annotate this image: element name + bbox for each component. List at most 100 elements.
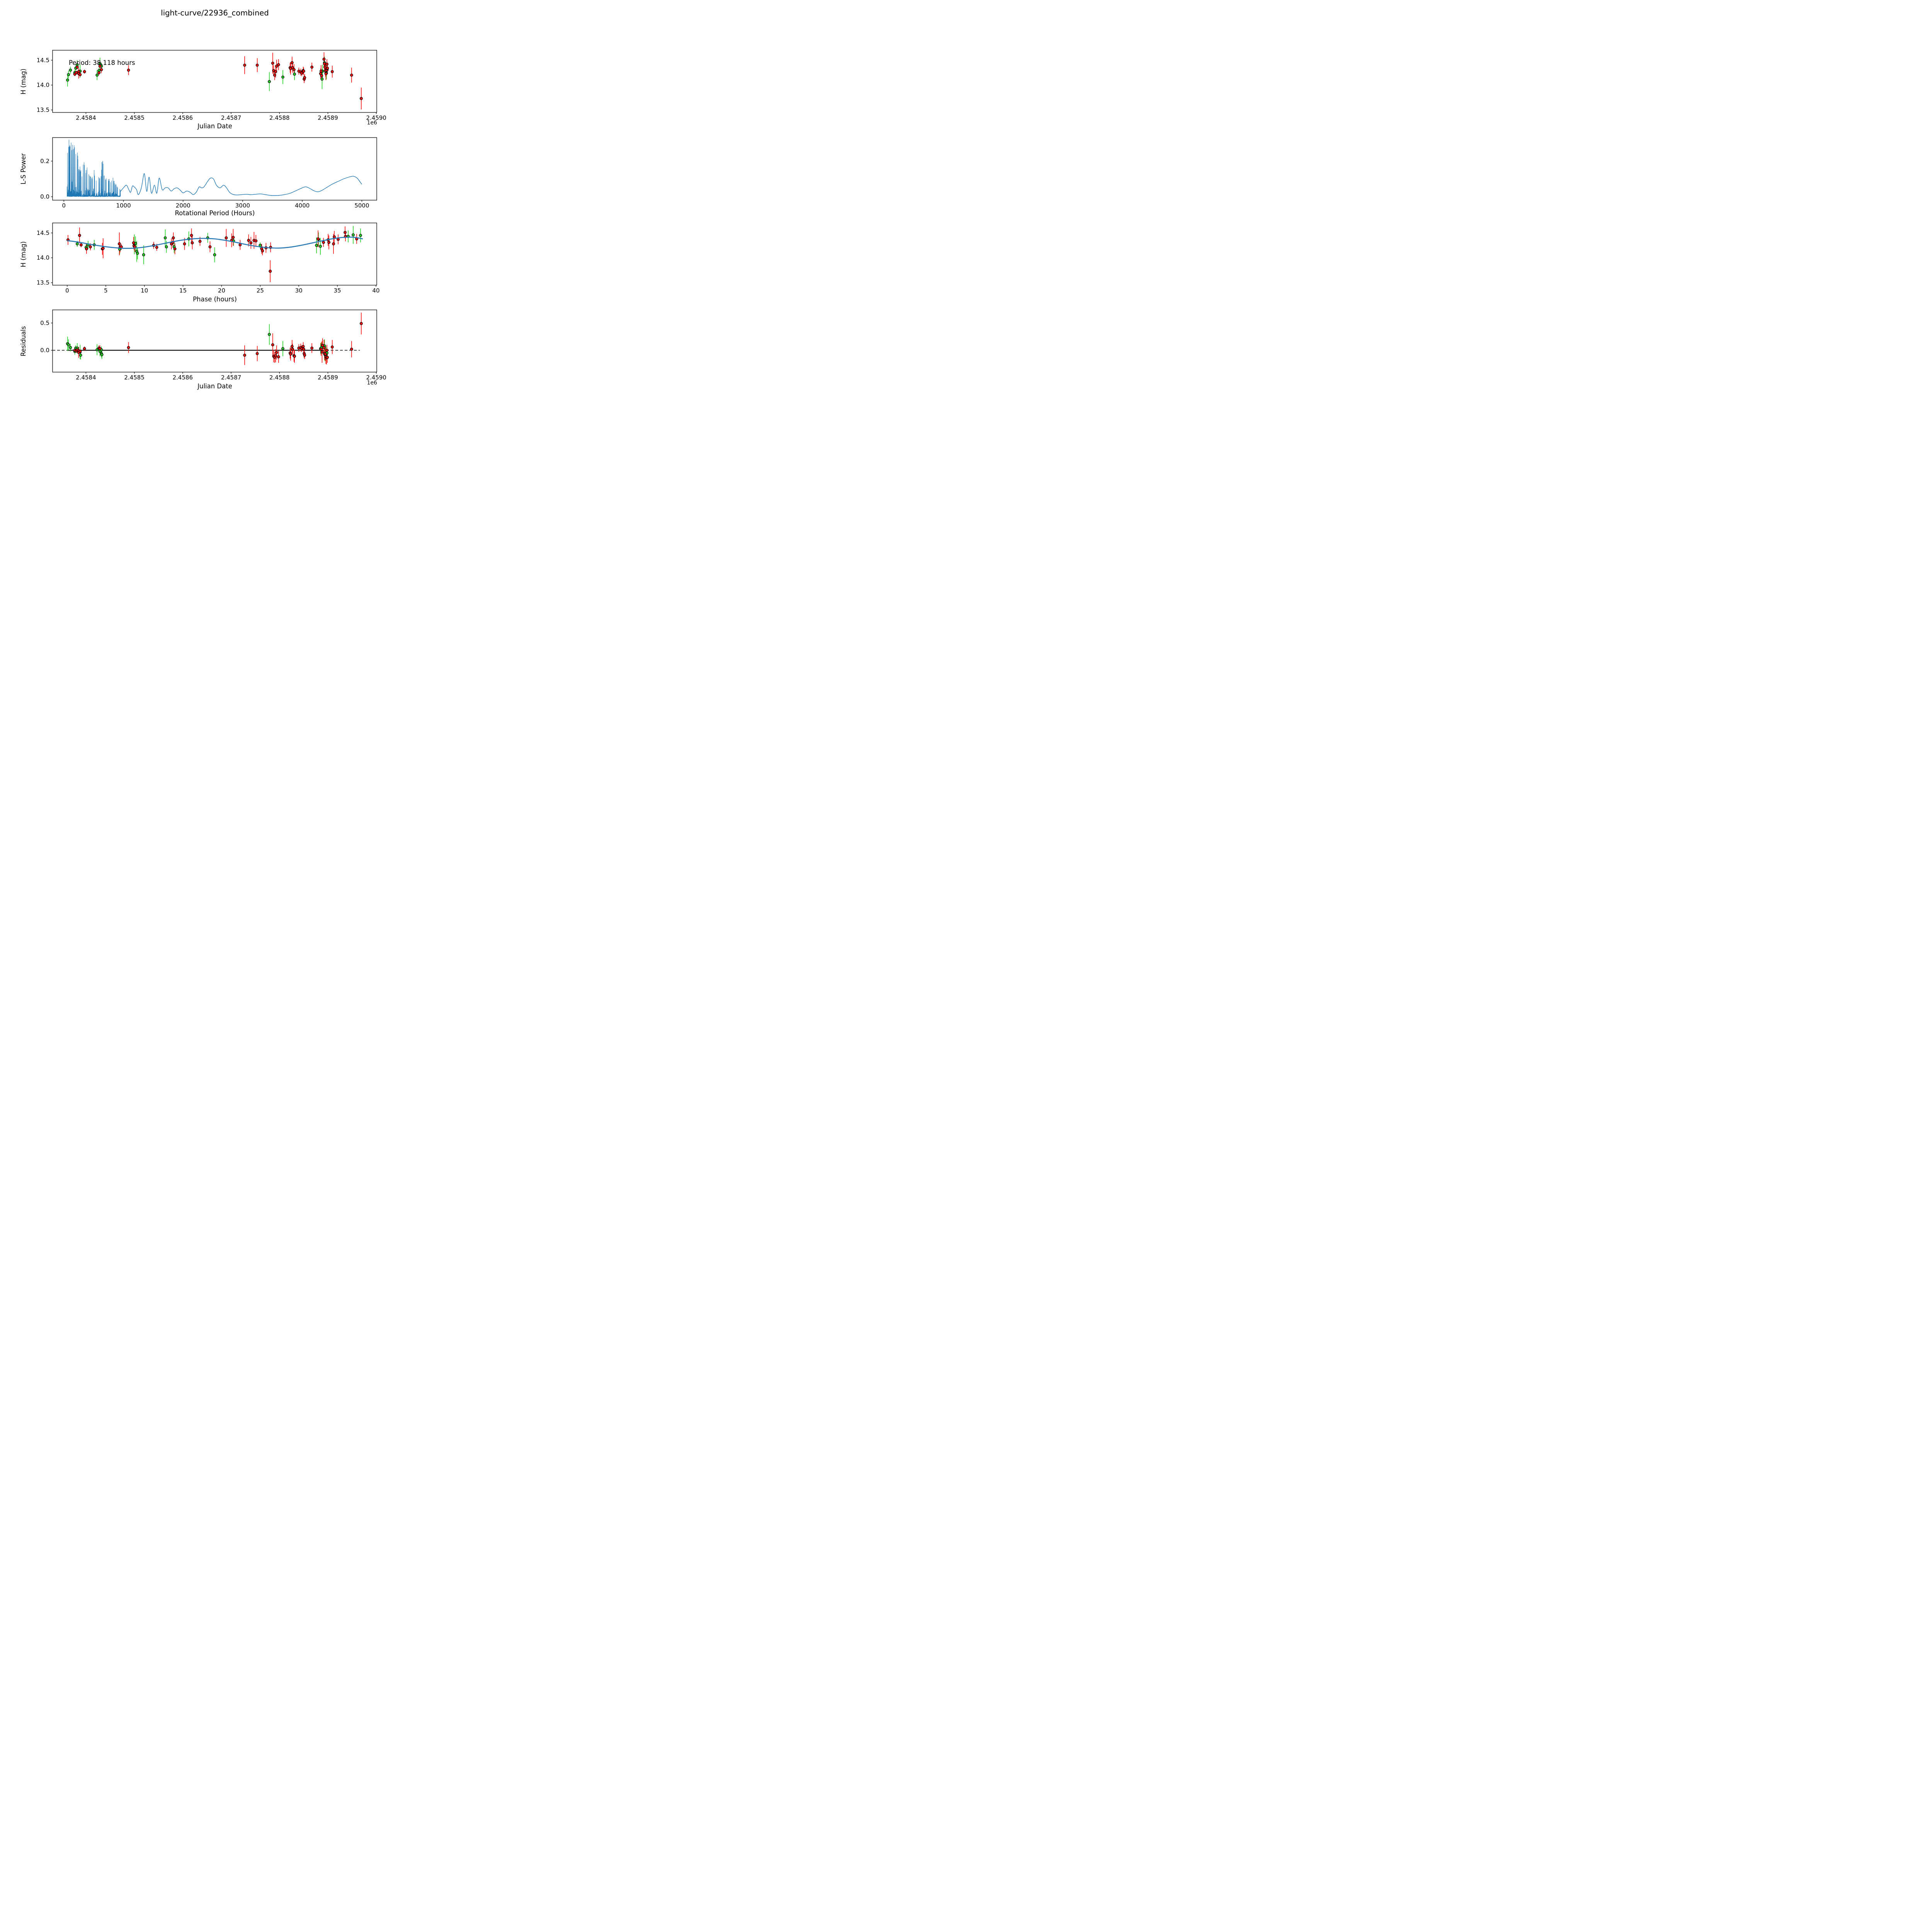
data-point-marker [350, 347, 353, 351]
data-point-marker [344, 231, 347, 234]
data-point-marker [291, 347, 294, 351]
ylabel-h-mag-top: H (mag) [20, 68, 27, 94]
data-point-marker [315, 244, 318, 247]
data-point-marker [320, 70, 323, 73]
data-point-marker [136, 252, 139, 255]
data-point-marker [359, 234, 362, 237]
data-point-marker [190, 241, 194, 245]
data-point-marker [323, 62, 326, 65]
data-point-marker [274, 70, 277, 73]
data-point-marker [310, 65, 314, 69]
data-point-marker [291, 66, 294, 69]
data-point-marker [78, 73, 82, 77]
y-tick-label: 0.0 [40, 193, 49, 200]
data-point-marker [224, 236, 228, 240]
x-tick-label: 0 [62, 202, 66, 209]
offset-1e6-top: 1e6 [367, 120, 378, 126]
data-point-marker [332, 242, 335, 245]
data-point-marker [213, 253, 216, 257]
x-tick-label: 2.4590 [366, 114, 386, 121]
data-point-marker [319, 245, 322, 248]
data-point-marker [300, 71, 303, 75]
data-point-marker [127, 68, 130, 72]
data-point-marker [324, 352, 327, 356]
data-point-marker [97, 71, 101, 74]
data-point-marker [271, 61, 274, 65]
data-point-marker [271, 343, 274, 347]
subplot-periodogram: 0 1000 2000 3000 4000 5000 0.0 0.2 [40, 137, 377, 209]
data-point-marker [117, 242, 121, 245]
x-tick-label: 2.4589 [318, 114, 338, 121]
data-points [66, 313, 363, 365]
data-point-marker [323, 65, 327, 69]
x-tick-label: 30 [295, 287, 303, 294]
data-point-marker [172, 236, 175, 240]
data-points [66, 52, 363, 110]
data-point-marker [302, 70, 305, 73]
data-point-marker [325, 349, 328, 352]
data-point-marker [360, 322, 363, 325]
data-point-marker [83, 347, 86, 350]
data-point-marker [98, 65, 102, 68]
data-point-marker [88, 245, 92, 248]
data-point-marker [289, 352, 293, 356]
x-tick-label: 2.4584 [76, 114, 96, 121]
data-point-marker [247, 239, 250, 242]
x-tick-label: 4000 [295, 202, 310, 209]
data-point-marker [322, 346, 326, 349]
data-point-marker [67, 343, 70, 347]
figure-title: light-curve/22936_combined [161, 9, 269, 17]
x-tick-label: 2.4586 [173, 374, 193, 381]
data-point-marker [268, 80, 271, 83]
x-tick-label: 2.4587 [221, 114, 242, 121]
x-tick-label: 40 [372, 287, 379, 294]
data-point-marker [327, 241, 331, 244]
data-point-marker [190, 234, 193, 237]
data-point-marker [290, 345, 294, 348]
data-point-marker [269, 270, 272, 273]
data-point-marker [274, 354, 277, 357]
data-point-marker [281, 347, 284, 350]
data-point-marker [333, 235, 336, 238]
data-point-marker [83, 70, 86, 73]
data-point-marker [98, 347, 102, 350]
period-annotation: Period: 38.118 hours [69, 59, 135, 66]
ylabel-ls-power: L-S Power [20, 153, 27, 185]
data-point-marker [320, 77, 324, 81]
data-point-marker [67, 73, 70, 77]
data-point-marker [249, 241, 253, 245]
data-point-marker [273, 73, 276, 77]
x-tick-label: 2.4587 [221, 374, 242, 381]
data-point-marker [173, 247, 177, 250]
data-point-marker [101, 247, 105, 250]
xlabel-rotational-period: Rotational Period (Hours) [175, 209, 255, 217]
xlabel-phase-hours: Phase (hours) [193, 296, 237, 303]
x-tick-label: 2.4589 [318, 374, 338, 381]
data-point-marker [292, 68, 296, 71]
data-point-marker [155, 246, 158, 249]
data-point-marker [69, 346, 72, 349]
y-tick-label: 14.5 [37, 230, 49, 236]
data-point-marker [275, 351, 278, 354]
data-point-marker [301, 345, 305, 348]
data-point-marker [165, 245, 168, 248]
ylabel-residuals: Residuals [20, 326, 27, 356]
data-point-marker [268, 333, 271, 336]
data-point-marker [231, 236, 235, 239]
data-point-marker [183, 242, 186, 245]
data-point-marker [254, 239, 258, 243]
x-tick-label: 25 [257, 287, 264, 294]
data-point-marker [100, 353, 104, 356]
data-point-marker [326, 66, 329, 70]
data-point-marker [75, 65, 79, 69]
x-tick-label: 1000 [116, 202, 131, 209]
data-point-marker [198, 240, 202, 243]
data-point-marker [127, 346, 130, 349]
data-point-marker [352, 233, 355, 236]
data-point-marker [275, 65, 278, 68]
data-point-marker [69, 68, 72, 72]
x-tick-label: 5000 [354, 202, 369, 209]
data-point-marker [76, 242, 79, 245]
data-point-marker [302, 347, 305, 351]
x-tick-label: 35 [334, 287, 341, 294]
